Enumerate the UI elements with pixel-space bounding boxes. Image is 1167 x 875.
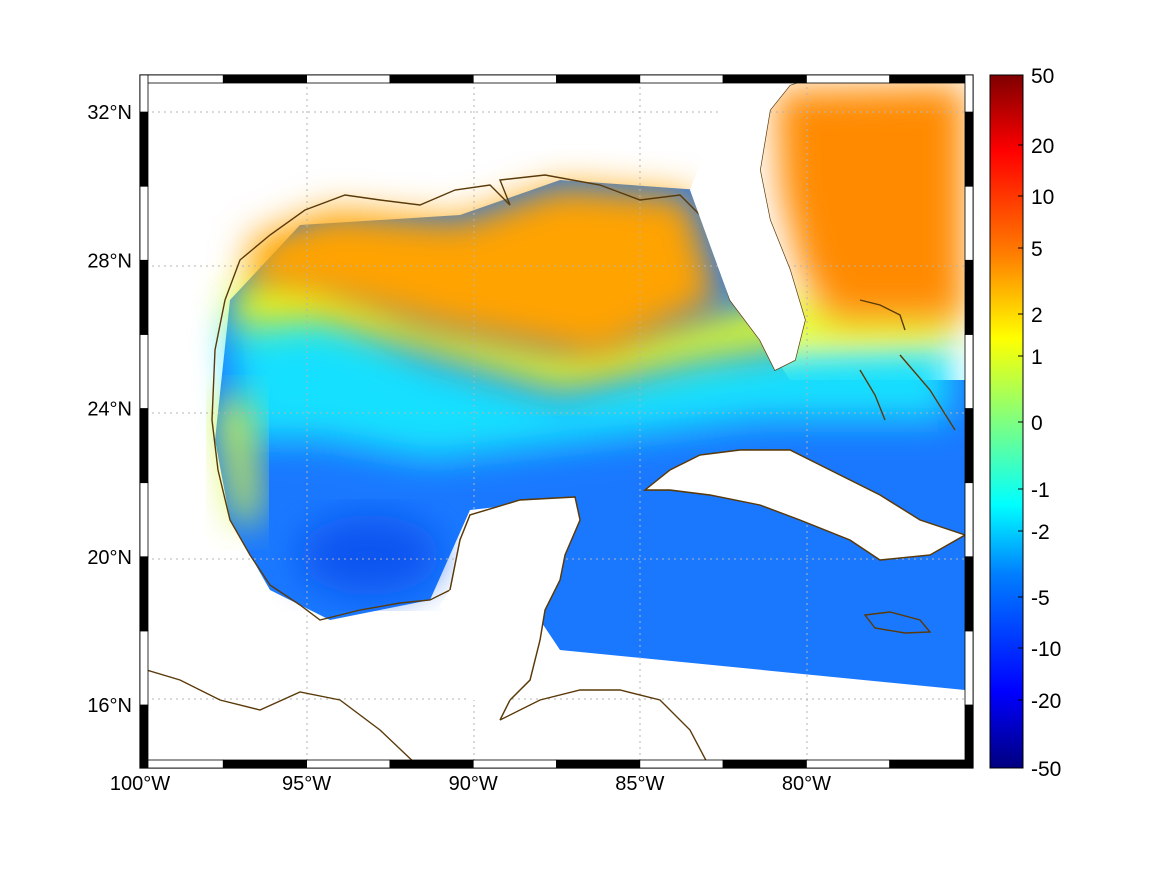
- coast-honduras: [499, 689, 711, 768]
- frame-segment-top: [139, 74, 224, 84]
- colorbar-tick-label: -1: [1031, 479, 1050, 502]
- lat-tick-label: 20°N: [87, 547, 132, 569]
- lon-tick-label: 80°W: [782, 773, 831, 795]
- colorbar-tick-label: -20: [1031, 690, 1061, 713]
- frame-segment-left: [139, 556, 149, 632]
- land: [440, 75, 965, 700]
- frame-segment-right: [964, 630, 974, 706]
- map-panel: [140, 75, 973, 768]
- frame-segment-bottom: [889, 759, 974, 769]
- frame-segment-top: [556, 74, 641, 84]
- field-cyan: [228, 300, 950, 460]
- frame-segment-left: [139, 704, 149, 769]
- frame-segment-bottom: [556, 759, 641, 769]
- colorbar-tick-label: -10: [1031, 638, 1061, 661]
- coast-bahamas-3: [899, 354, 956, 431]
- colorbar-tick-label: 10: [1031, 186, 1054, 209]
- colorbar-tick-label: 50: [1031, 65, 1054, 88]
- frame-segment-right: [964, 74, 974, 113]
- colorbar-tick-label: -5: [1031, 587, 1050, 610]
- lat-tick-label: 28°N: [87, 250, 132, 272]
- frame-segment-bottom: [806, 759, 891, 769]
- frame-segment-left: [139, 259, 149, 335]
- frame-segment-right: [964, 111, 974, 187]
- frame-segment-bottom: [639, 759, 724, 769]
- frame-segment-top: [722, 74, 807, 84]
- colorbar-gradient: [989, 74, 1024, 769]
- lat-tick-label: 24°N: [87, 399, 132, 421]
- field-deep-blue: [300, 515, 440, 595]
- lon-tick-label: 100°W: [110, 773, 170, 795]
- coast-bahamas-2: [859, 369, 886, 421]
- latitude-labels: 32°N 28°N 24°N 20°N 16°N: [87, 102, 132, 717]
- map-frame: [139, 74, 974, 769]
- frame-segment-bottom: [722, 759, 807, 769]
- lon-tick-label: 95°W: [282, 773, 331, 795]
- frame-segment-bottom: [389, 759, 474, 769]
- lat-tick-label: 32°N: [87, 102, 132, 124]
- frame-segment-right: [964, 185, 974, 261]
- frame-segment-top: [472, 74, 557, 84]
- field-orange: [250, 185, 720, 360]
- longitude-labels: 100°W 95°W 90°W 85°W 80°W: [110, 773, 831, 795]
- colorbar-tick-label: -50: [1031, 758, 1061, 781]
- field-orange-atlantic: [775, 85, 965, 320]
- frame-segment-top: [222, 74, 308, 84]
- frame-segment-right: [964, 704, 974, 769]
- frame-segment-bottom: [306, 759, 391, 769]
- frame-segment-left: [139, 630, 149, 706]
- frame-segment-bottom: [222, 759, 308, 769]
- frame-segment-top: [389, 74, 474, 84]
- land-cuba: [645, 450, 965, 560]
- lon-tick-label: 90°W: [449, 773, 498, 795]
- data-field: [215, 85, 965, 690]
- frame-segment-right: [964, 259, 974, 335]
- colorbar-tick-label: 5: [1031, 238, 1043, 261]
- colorbar-tick-label: 1: [1031, 346, 1043, 369]
- frame-segment-left: [139, 482, 149, 558]
- frame-segment-right: [964, 334, 974, 409]
- colorbar-tick-label: 20: [1031, 135, 1054, 158]
- frame-segment-left: [139, 185, 149, 261]
- land-florida: [690, 75, 820, 370]
- frame-segment-top: [889, 74, 974, 84]
- coast-bahamas-1: [859, 299, 906, 331]
- frame-segment-right: [964, 556, 974, 632]
- frame-segment-bottom: [472, 759, 557, 769]
- frame-segment-left: [139, 334, 149, 409]
- frame-segment-left: [139, 111, 149, 187]
- frame-segment-bottom: [139, 759, 224, 769]
- frame-segment-left: [139, 74, 149, 113]
- coast-central-america: [140, 667, 421, 768]
- colorbar-tick-label: 2: [1031, 304, 1043, 327]
- frame-segment-right: [964, 408, 974, 484]
- frame-segment-right: [964, 482, 974, 558]
- colorbar-tick-label: 0: [1031, 412, 1043, 435]
- lon-tick-label: 85°W: [615, 773, 664, 795]
- coast-jamaica: [863, 611, 932, 634]
- frame-segment-top: [806, 74, 891, 84]
- colorbar-tick-label: -2: [1031, 521, 1050, 544]
- frame-segment-top: [306, 74, 391, 84]
- land-yucatan: [440, 497, 580, 700]
- field-west-yellow: [215, 400, 260, 525]
- frame-segment-top: [639, 74, 724, 84]
- frame-segment-left: [139, 408, 149, 484]
- coast-yucatan-outline: [449, 496, 581, 701]
- lat-tick-label: 16°N: [87, 695, 132, 717]
